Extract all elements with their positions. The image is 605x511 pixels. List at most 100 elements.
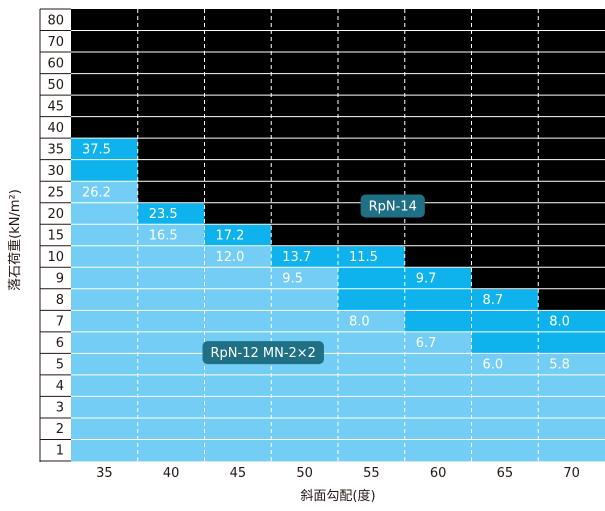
cell-55-1-light xyxy=(338,439,406,462)
value-label: 13.7 xyxy=(282,250,311,265)
cell-35-7-light xyxy=(71,310,139,333)
cell-35-60-dark xyxy=(71,52,139,74)
cell-70-3-light xyxy=(538,396,605,419)
cell-50-15-dark xyxy=(271,224,339,247)
y-tick-label: 7 xyxy=(56,315,64,330)
cell-65-20-dark xyxy=(471,202,539,225)
value-label: 26.2 xyxy=(82,185,111,200)
cell-70-80-dark xyxy=(538,9,605,31)
y-tick-label: 4 xyxy=(56,379,64,394)
x-tick-label: 45 xyxy=(230,466,247,481)
cell-35-9-light xyxy=(71,267,139,290)
cell-70-6-mid xyxy=(538,331,605,354)
cell-50-2-light xyxy=(271,417,339,440)
region-tag-box xyxy=(202,341,324,365)
cell-65-80-dark xyxy=(471,9,539,31)
x-tick-label: 60 xyxy=(430,466,447,481)
cell-50-20-dark xyxy=(271,202,339,225)
cell-45-50-dark xyxy=(204,73,272,96)
cell-50-7-light xyxy=(271,310,339,333)
y-tick-label: 25 xyxy=(47,185,64,200)
cell-35-2-light xyxy=(71,417,139,440)
cell-65-9-dark xyxy=(471,267,539,290)
cell-55-10-mid xyxy=(338,245,406,268)
cell-40-40-dark xyxy=(137,116,205,139)
cell-65-3-light xyxy=(471,396,539,419)
value-label: 16.5 xyxy=(149,229,178,244)
cell-35-8-light xyxy=(71,288,139,311)
cell-45-15-mid xyxy=(204,224,272,247)
cell-55-3-light xyxy=(338,396,406,419)
cell-40-35-dark xyxy=(137,138,205,161)
cell-45-40-dark xyxy=(204,116,272,139)
cell-55-70-dark xyxy=(338,30,406,53)
cell-60-9-mid xyxy=(404,267,472,290)
cell-60-4-light xyxy=(404,374,472,397)
region-tag: RpN-14 xyxy=(360,194,425,218)
cell-40-4-light xyxy=(137,374,205,397)
cell-65-5-light xyxy=(471,353,539,376)
cell-50-45-dark xyxy=(271,95,339,118)
cell-40-8-light xyxy=(137,288,205,311)
cell-50-50-dark xyxy=(271,73,339,96)
cell-45-20-dark xyxy=(204,202,272,225)
cell-40-45-dark xyxy=(137,95,205,118)
cell-50-40-dark xyxy=(271,116,339,139)
y-tick-label: 20 xyxy=(47,207,64,222)
cell-35-50-dark xyxy=(71,73,139,96)
y-tick-label: 10 xyxy=(47,250,64,265)
cell-35-5-light xyxy=(71,353,139,376)
y-tick-label: 1 xyxy=(56,444,64,459)
cell-65-40-dark xyxy=(471,116,539,139)
cell-45-60-dark xyxy=(204,52,272,74)
cell-65-45-dark xyxy=(471,95,539,118)
cell-35-45-dark xyxy=(71,95,139,118)
value-label: 17.2 xyxy=(216,229,245,244)
cell-40-25-dark xyxy=(137,181,205,204)
value-label: 23.5 xyxy=(149,207,178,222)
value-label: 6.0 xyxy=(483,358,504,373)
y-tick-label: 6 xyxy=(56,336,64,351)
cell-50-80-dark xyxy=(271,9,339,31)
cell-65-60-dark xyxy=(471,52,539,74)
cell-50-3-light xyxy=(271,396,339,419)
y-tick-label: 8 xyxy=(56,293,64,308)
cell-60-15-dark xyxy=(404,224,472,247)
cell-65-1-light xyxy=(471,439,539,462)
y-tick-label: 35 xyxy=(47,142,64,157)
cell-50-4-light xyxy=(271,374,339,397)
cell-55-7-light xyxy=(338,310,406,333)
cell-60-2-light xyxy=(404,417,472,440)
cell-45-10-light xyxy=(204,245,272,268)
cell-35-35-mid xyxy=(71,138,139,161)
cell-60-5-light xyxy=(404,353,472,376)
cell-40-3-light xyxy=(137,396,205,419)
cell-55-4-light xyxy=(338,374,406,397)
cell-45-35-dark xyxy=(204,138,272,161)
x-tick-label: 40 xyxy=(163,466,180,481)
cell-60-10-dark xyxy=(404,245,472,268)
cell-70-60-dark xyxy=(538,52,605,74)
cell-55-5-light xyxy=(338,353,406,376)
cell-40-6-light xyxy=(137,331,205,354)
cell-65-30-dark xyxy=(471,159,539,182)
cell-45-9-light xyxy=(204,267,272,290)
cell-35-3-light xyxy=(71,396,139,419)
cell-50-60-dark xyxy=(271,52,339,74)
cell-70-9-dark xyxy=(538,267,605,290)
cell-65-2-light xyxy=(471,417,539,440)
cell-65-35-dark xyxy=(471,138,539,161)
cell-60-3-light xyxy=(404,396,472,419)
cell-45-45-dark xyxy=(204,95,272,118)
cell-70-25-dark xyxy=(538,181,605,204)
cell-55-15-dark xyxy=(338,224,406,247)
cell-70-40-dark xyxy=(538,116,605,139)
cell-35-70-dark xyxy=(71,30,139,53)
y-tick-label: 2 xyxy=(56,422,64,437)
cell-50-9-light xyxy=(271,267,339,290)
cell-60-70-dark xyxy=(404,30,472,53)
cell-70-5-light xyxy=(538,353,605,376)
cell-55-60-dark xyxy=(338,52,406,74)
cell-70-4-light xyxy=(538,374,605,397)
cell-70-35-dark xyxy=(538,138,605,161)
